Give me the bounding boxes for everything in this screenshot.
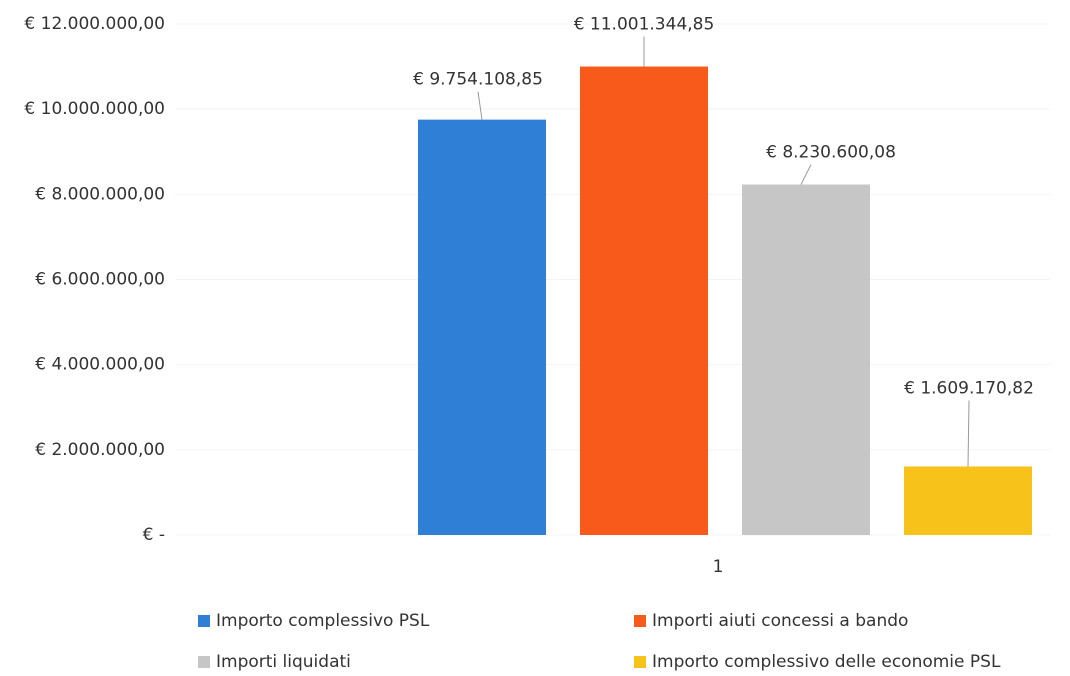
y-tick-label: € 2.000.000,00: [35, 440, 165, 460]
bar: [418, 119, 546, 535]
bar: [904, 466, 1032, 535]
data-label: € 11.001.344,85: [574, 15, 715, 35]
leader-line: [477, 91, 483, 120]
data-label: € 1.609.170,82: [904, 378, 1034, 398]
leader-line: [967, 400, 970, 467]
legend-label: Importo complessivo delle economie PSL: [652, 652, 1001, 672]
y-tick-label: € 6.000.000,00: [35, 270, 165, 290]
legend-swatch: [634, 656, 646, 668]
bar: [580, 66, 708, 535]
legend-label: Importo complessivo PSL: [216, 611, 430, 631]
y-tick-label: € 12.000.000,00: [24, 14, 165, 34]
data-label: € 9.754.108,85: [413, 70, 543, 90]
legend-label: Importi aiuti concessi a bando: [652, 611, 908, 631]
x-tick-label: 1: [713, 557, 724, 577]
legend-swatch: [634, 615, 646, 627]
y-tick-label: € -: [143, 525, 165, 545]
legend-swatch: [198, 656, 210, 668]
data-label: € 8.230.600,08: [766, 143, 896, 163]
legend-label: Importi liquidati: [216, 652, 351, 672]
leader-line: [800, 164, 812, 185]
y-tick-label: € 8.000.000,00: [35, 184, 165, 204]
bar: [742, 184, 870, 535]
y-tick-label: € 4.000.000,00: [35, 355, 165, 375]
legend-swatch: [198, 615, 210, 627]
y-tick-label: € 10.000.000,00: [24, 99, 165, 119]
